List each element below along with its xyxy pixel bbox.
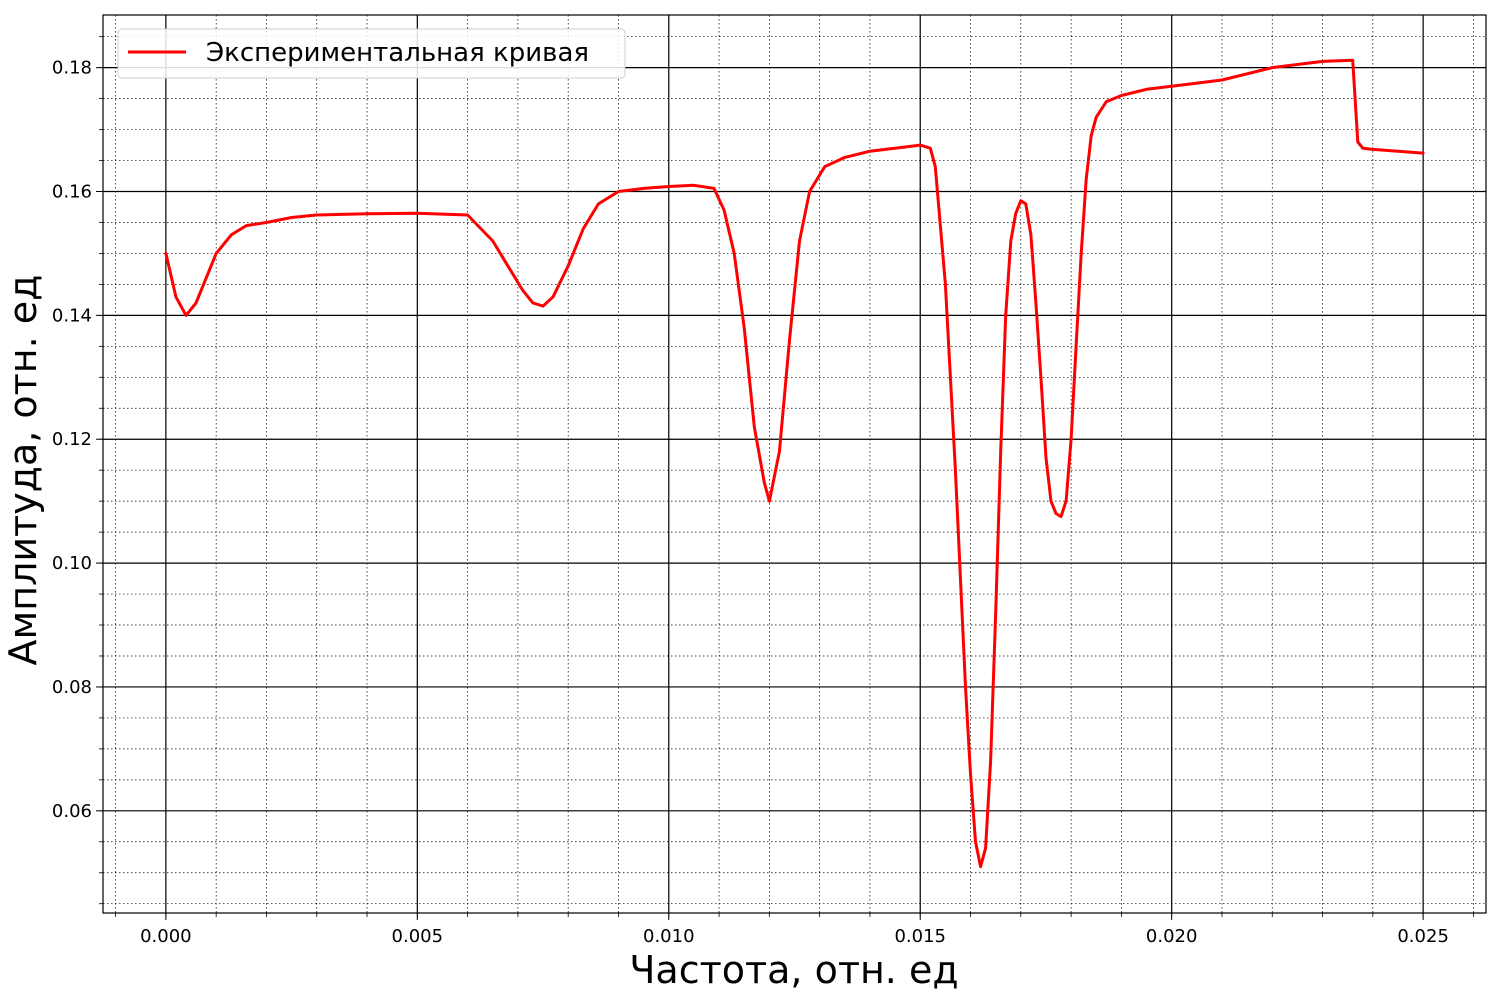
legend-box bbox=[117, 28, 626, 79]
series-line-experimental bbox=[164, 58, 1425, 869]
y-tick-label: 0.16 bbox=[52, 182, 92, 203]
x-tick-label: 0.025 bbox=[1397, 926, 1449, 947]
y-tick-label: 0.06 bbox=[52, 801, 92, 822]
plot-background bbox=[103, 15, 1486, 913]
major-grid bbox=[103, 15, 1486, 913]
y-axis-title: Амплитуда, отн. ед bbox=[1, 275, 45, 666]
x-tick-label: 0.010 bbox=[643, 926, 695, 947]
x-tick-label: 0.015 bbox=[894, 926, 946, 947]
legend-label: Экспериментальная кривая bbox=[206, 38, 589, 68]
x-tick-label: 0.005 bbox=[392, 926, 444, 947]
x-tick-label: 0.000 bbox=[140, 926, 192, 947]
x-tick-labels: 0.000 0.005 0.010 0.015 0.020 0.025 bbox=[140, 926, 1449, 947]
y-tick-label: 0.08 bbox=[52, 677, 92, 698]
y-tick-labels: 0.06 0.08 0.10 0.12 0.14 0.16 0.18 bbox=[52, 58, 92, 822]
legend: Экспериментальная кривая bbox=[117, 28, 626, 79]
y-tick-label: 0.12 bbox=[52, 429, 92, 450]
axis-ticks bbox=[96, 36, 1474, 920]
plot-frame bbox=[102, 14, 1487, 914]
series-layer bbox=[164, 58, 1425, 869]
x-axis-title: Частота, отн. ед bbox=[629, 948, 958, 992]
x-tick-label: 0.020 bbox=[1146, 926, 1198, 947]
y-tick-label: 0.14 bbox=[52, 305, 92, 326]
y-tick-label: 0.10 bbox=[52, 553, 92, 574]
y-tick-label: 0.18 bbox=[52, 58, 92, 79]
